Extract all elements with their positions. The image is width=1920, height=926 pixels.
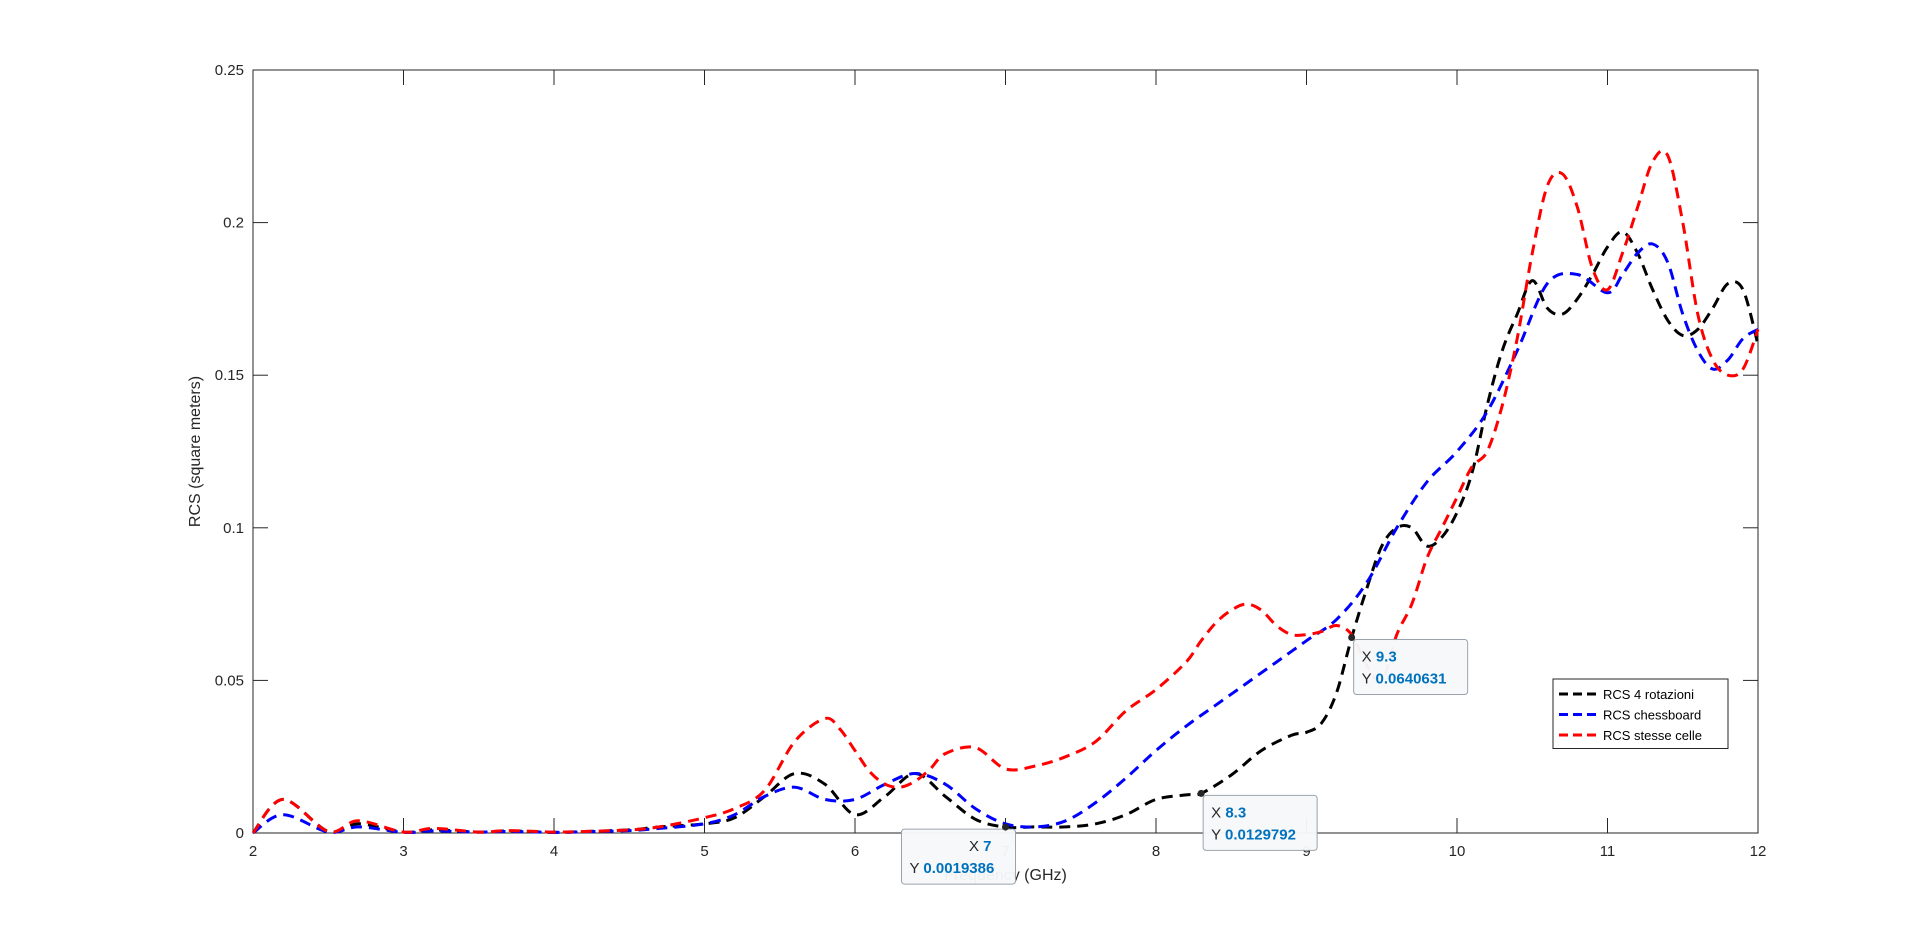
x-tick-label: 8	[1152, 843, 1160, 860]
y-tick-label: 0.25	[215, 62, 244, 79]
datatip: X 9.3 Y 0.0640631	[1348, 633, 1469, 695]
y-tick-label: 0.1	[223, 520, 244, 537]
datatip: X 8.3 Y 0.0129792	[1197, 789, 1318, 851]
datatip: X 7 Y 0.0019386	[901, 823, 1016, 885]
x-tick-label: 6	[851, 843, 859, 860]
legend-items: RCS 4 rotazioni RCS chessboard RCS stesse …	[1559, 687, 1702, 743]
legend-entry-label: RCS stesse celle	[1603, 728, 1702, 743]
y-tick-label: 0	[236, 825, 244, 842]
x-tick-label: 5	[700, 843, 708, 860]
legend-entry-label: RCS chessboard	[1603, 708, 1701, 723]
series-layer	[251, 149, 1760, 835]
x-tick-label: 12	[1750, 843, 1767, 860]
datatips-layer: X 7 Y 0.0019386 X 8.3 Y 0.0129792 X 9.3 Y 0.0…	[901, 633, 1469, 885]
datatip-y-text: Y 0.0019386	[910, 860, 995, 877]
datatip-box	[1353, 638, 1469, 695]
y-tick-label: 0.05	[215, 672, 244, 689]
x-tick-label: 9	[1302, 843, 1310, 860]
series-line-rcs-chessboard	[252, 242, 1759, 835]
x-tick-label: 11	[1600, 843, 1616, 860]
x-tick-label: 4	[550, 843, 558, 860]
datatip-marker	[1197, 789, 1205, 797]
y-tick-labels: 0 0.05 0.1 0.15 0.2 0.25	[215, 62, 244, 842]
y-tick-label: 0.15	[215, 367, 244, 384]
x-tick-label: 3	[399, 843, 407, 860]
datatip-y-text: Y 0.0640631	[1362, 670, 1447, 687]
datatip-x-text: X 9.3	[1362, 648, 1397, 665]
y-tick-label: 0.2	[223, 215, 244, 232]
legend-box	[1552, 678, 1729, 749]
y-axis-label: RCS (square meters)	[187, 376, 204, 527]
datatip-box	[1202, 794, 1318, 851]
x-tick-label: 10	[1449, 843, 1466, 860]
axes-box	[252, 69, 1759, 834]
legend[interactable]: RCS 4 rotazioni RCS chessboard RCS stesse …	[1552, 678, 1729, 749]
series-line-rcs-stesse-celle	[251, 149, 1760, 834]
legend-entry-label: RCS 4 rotazioni	[1603, 687, 1694, 702]
datatip-x-text: X 8.3	[1211, 804, 1246, 821]
datatip-marker	[1002, 823, 1009, 831]
datatip-x-text: X 7	[969, 838, 992, 855]
datatip-y-text: Y 0.0129792	[1211, 826, 1296, 843]
x-tick-label: 2	[249, 843, 257, 860]
datatip-box	[901, 828, 1016, 885]
datatip-marker	[1348, 633, 1356, 641]
